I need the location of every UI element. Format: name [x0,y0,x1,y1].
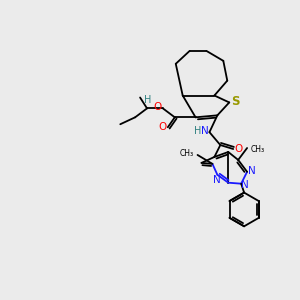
Text: N: N [201,126,208,136]
Text: CH₃: CH₃ [251,145,265,154]
Text: N: N [212,175,220,185]
Text: H: H [144,95,152,106]
Text: N: N [241,180,249,190]
Text: H: H [194,126,201,136]
Text: N: N [248,166,256,176]
Text: O: O [234,144,242,154]
Text: O: O [159,122,167,132]
Text: CH₃: CH₃ [179,149,194,158]
Text: S: S [231,95,239,108]
Text: O: O [154,102,162,112]
